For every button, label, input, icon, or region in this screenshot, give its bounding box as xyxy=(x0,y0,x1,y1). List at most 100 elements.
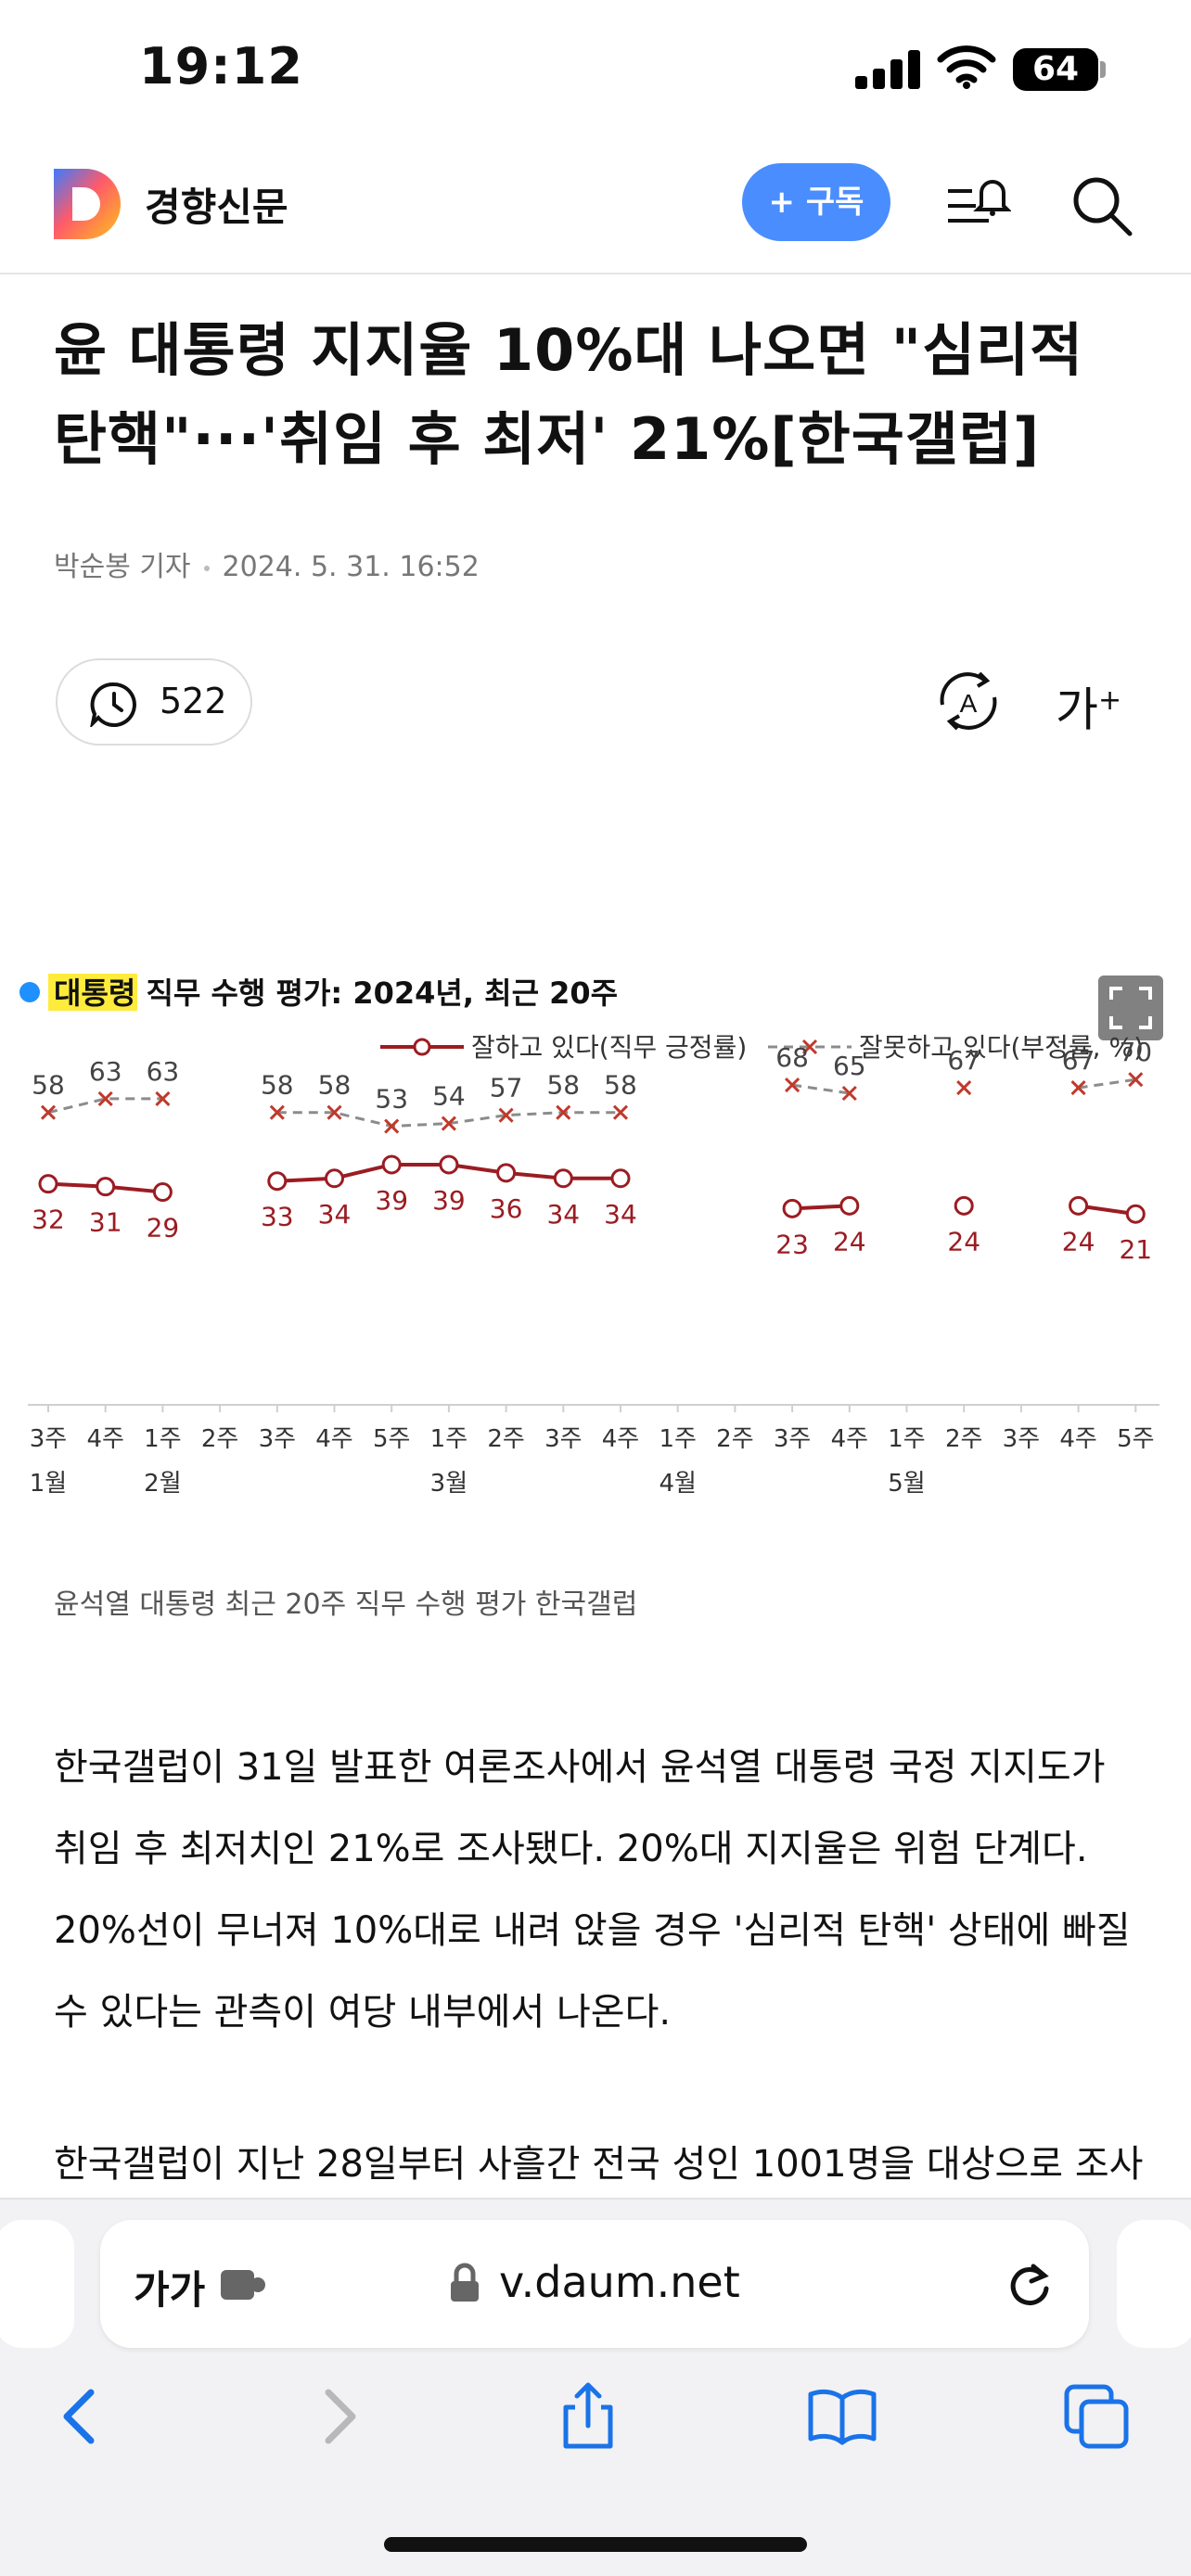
page-settings-button[interactable]: 가가 xyxy=(134,2267,206,2313)
data-label: 39 xyxy=(375,1185,408,1216)
data-point xyxy=(956,1080,972,1096)
data-label: 32 xyxy=(32,1205,65,1235)
x-tick-label: 1주 xyxy=(430,1425,467,1453)
data-label: 63 xyxy=(89,1056,122,1087)
data-label: 34 xyxy=(604,1199,637,1230)
data-label: 36 xyxy=(490,1193,523,1224)
data-point xyxy=(267,1171,288,1192)
data-label: 70 xyxy=(1119,1037,1152,1067)
x-tick-label: 3주 xyxy=(259,1425,296,1453)
data-label: 63 xyxy=(147,1056,180,1087)
series-line xyxy=(1078,1078,1136,1090)
data-label: 24 xyxy=(833,1226,866,1256)
url-text[interactable]: v.daum.net xyxy=(499,2257,740,2307)
next-tab-preview[interactable] xyxy=(1117,2220,1191,2348)
x-tick-label: 3주 xyxy=(30,1425,67,1453)
legend-label: 잘못하고 있다(부정률, %) xyxy=(859,1032,1144,1063)
data-point xyxy=(556,1104,571,1120)
data-label: 58 xyxy=(318,1070,352,1101)
x-tick-label: 3주 xyxy=(774,1425,811,1453)
x-tick-label: 4주 xyxy=(86,1425,123,1453)
reload-icon[interactable] xyxy=(1005,2259,1054,2311)
lock-icon xyxy=(451,2263,479,2302)
search-icon[interactable] xyxy=(1069,172,1135,239)
approval-chart-svg: 대통령 직무 수행 평가: 2024년, 최근 20주 잘하고 있다(직무 긍정… xyxy=(19,974,1163,1498)
article-datetime: 2024. 5. 31. 16:52 xyxy=(222,551,480,583)
chart-title: 직무 수행 평가: 2024년, 최근 20주 xyxy=(135,976,618,1011)
data-point xyxy=(839,1195,860,1216)
data-point xyxy=(96,1177,116,1197)
subscribe-button[interactable]: + 구독 xyxy=(742,163,890,241)
article-paragraph: 한국갤럽이 31일 발표한 여론조사에서 윤석열 대통령 국정 지지도가 취임 … xyxy=(54,1746,1131,2034)
series-line xyxy=(47,1097,163,1115)
comment-clock-icon xyxy=(90,682,136,727)
data-point xyxy=(152,1182,173,1203)
data-label: 29 xyxy=(147,1213,180,1243)
month-label: 1월 xyxy=(30,1470,67,1498)
data-point xyxy=(1128,1072,1144,1088)
daum-logo-icon[interactable] xyxy=(54,169,121,239)
legend-label: 잘하고 있다(직무 긍정률) xyxy=(471,1032,747,1063)
comment-count: 522 xyxy=(160,681,227,721)
article-headline: 윤 대통령 지지율 10%대 나오면 "심리적 탄핵"···'취임 후 최저' … xyxy=(54,316,1084,473)
data-point xyxy=(269,1104,285,1120)
comment-button[interactable]: 522 xyxy=(56,658,252,746)
legend-marker xyxy=(801,1039,818,1055)
data-label: 21 xyxy=(1119,1234,1152,1265)
data-label: 23 xyxy=(775,1229,809,1259)
bookmarks-icon[interactable] xyxy=(805,2379,879,2454)
home-indicator xyxy=(384,2537,807,2552)
article-byline: 박순봉 기자 2024. 5. 31. 16:52 xyxy=(54,543,480,584)
data-label: 58 xyxy=(546,1070,580,1101)
data-point xyxy=(384,1118,400,1134)
font-size-button[interactable]: 가+ xyxy=(1056,682,1122,737)
x-tick-label: 2주 xyxy=(201,1425,238,1453)
x-tick-label: 1주 xyxy=(144,1425,181,1453)
data-label: 67 xyxy=(947,1045,980,1076)
data-point xyxy=(610,1168,631,1189)
data-point xyxy=(553,1168,573,1189)
approval-chart: 대통령 직무 수행 평가: 2024년, 최근 20주 잘하고 있다(직무 긍정… xyxy=(0,964,1191,1511)
data-point xyxy=(498,1107,514,1123)
status-time: 19:12 xyxy=(139,37,303,96)
app-header: 경향신문 + 구독 xyxy=(0,148,1191,274)
back-icon[interactable] xyxy=(45,2379,119,2454)
menu-notification-icon[interactable] xyxy=(944,172,1011,239)
battery-indicator: 64 xyxy=(1013,48,1098,91)
data-point xyxy=(439,1154,459,1175)
text-to-speech-icon[interactable]: A xyxy=(931,664,1005,738)
data-label: 67 xyxy=(1062,1045,1095,1076)
data-point xyxy=(1070,1080,1086,1096)
fullscreen-button xyxy=(1098,976,1163,1040)
expand-icon xyxy=(1109,987,1152,1029)
series-line xyxy=(791,1083,851,1095)
data-label: 54 xyxy=(432,1081,466,1112)
reporter-name[interactable]: 박순봉 기자 xyxy=(54,551,191,583)
previous-tab-preview[interactable] xyxy=(0,2220,74,2348)
month-label: 4월 xyxy=(659,1470,696,1498)
data-label: 58 xyxy=(261,1070,294,1101)
x-tick-label: 4주 xyxy=(315,1425,352,1453)
data-label: 24 xyxy=(947,1226,980,1256)
data-label: 34 xyxy=(546,1199,580,1230)
wifi-icon xyxy=(937,45,996,89)
data-point xyxy=(1069,1195,1089,1216)
data-point xyxy=(441,1116,456,1131)
data-point xyxy=(381,1154,402,1175)
press-brand-name[interactable]: 경향신문 xyxy=(145,185,288,230)
data-label: 34 xyxy=(318,1199,352,1230)
data-label: 68 xyxy=(775,1042,809,1073)
x-tick-label: 3주 xyxy=(1003,1425,1040,1453)
extension-icon[interactable] xyxy=(219,2268,269,2302)
forward-icon[interactable] xyxy=(301,2379,375,2454)
status-bar: 19:12 64 xyxy=(0,0,1191,139)
share-icon[interactable] xyxy=(551,2379,625,2454)
data-point xyxy=(325,1168,344,1189)
data-label: 33 xyxy=(261,1202,294,1232)
data-label: 65 xyxy=(833,1051,866,1081)
month-label: 2월 xyxy=(144,1470,181,1498)
tabs-icon[interactable] xyxy=(1059,2379,1133,2454)
x-tick-label: 4주 xyxy=(1059,1425,1096,1453)
data-point xyxy=(782,1198,802,1218)
data-label: 31 xyxy=(89,1207,122,1238)
